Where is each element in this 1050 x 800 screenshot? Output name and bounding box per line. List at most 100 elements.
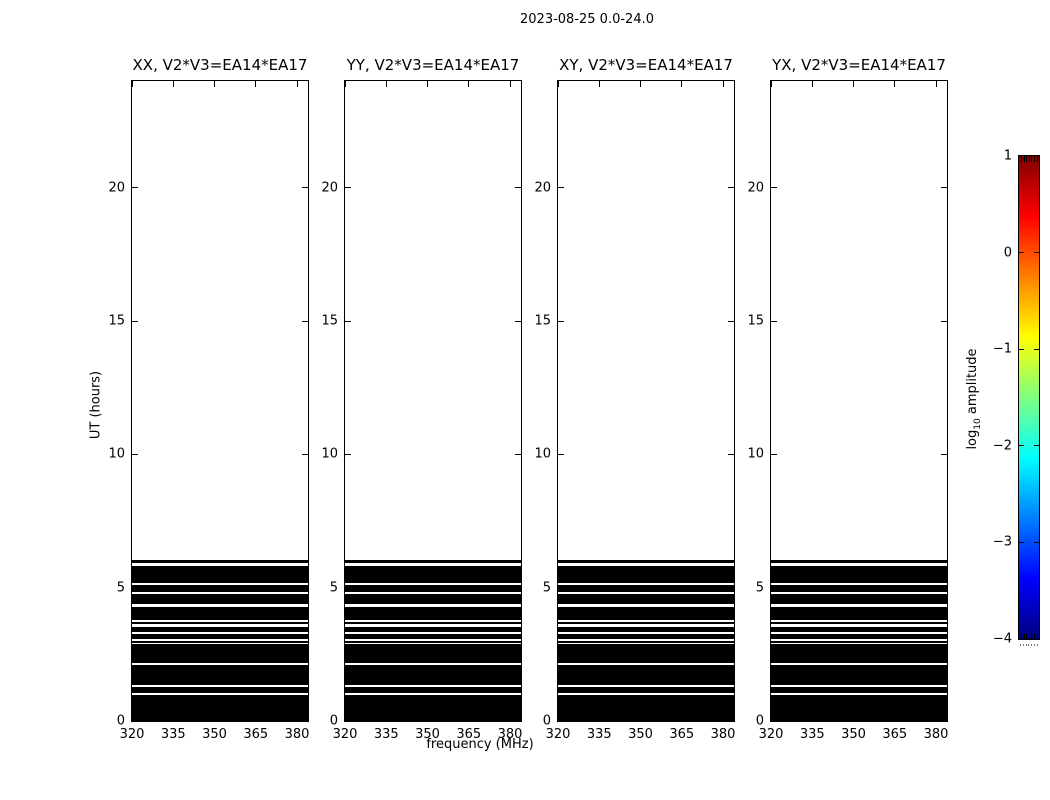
panel-xx: XX, V2*V3=EA14*EA17 0 5 10 15 20 320 335 350 365…: [108, 56, 309, 741]
x-tick-label: 320: [758, 727, 784, 742]
panel-title-yy: YY, V2*V3=EA14*EA17: [346, 56, 520, 74]
colorbar: 1 0 −1 −2 −3 −4: [993, 150, 1040, 646]
data-gap-white: [558, 692, 734, 695]
data-gap-white: [132, 591, 308, 595]
y-tick-mark: [771, 320, 777, 322]
y-tick-mark: [941, 453, 947, 455]
colorbar-label-suffix: amplitude: [965, 348, 981, 419]
colorbar-hatch-top: [1026, 156, 1028, 162]
x-tick-label: 335: [586, 727, 612, 742]
colorbar-hatch-bottom: [1034, 634, 1035, 639]
x-tick-mark: [344, 715, 346, 721]
y-tick-mark: [302, 320, 308, 322]
colorbar-label: log10 amplitude: [965, 348, 983, 449]
data-gap-white: [345, 591, 521, 595]
data-band-top-line: [132, 560, 308, 563]
data-gap-white: [558, 631, 734, 634]
data-gap-white: [132, 662, 308, 665]
x-tick-label: 335: [160, 727, 186, 742]
data-gap-white: [345, 638, 521, 641]
colorbar-tick-mark: [1034, 252, 1039, 254]
x-tick-mark: [681, 81, 683, 87]
data-gap-white: [345, 643, 521, 645]
x-tick-label: 350: [202, 727, 227, 742]
x-tick-mark: [722, 715, 724, 721]
data-gap-white: [558, 643, 734, 645]
x-tick-label: 365: [456, 727, 482, 742]
y-tick-label: 5: [542, 580, 551, 596]
y-tick-mark: [771, 187, 777, 189]
colorbar-hatch-below: [1022, 644, 1024, 646]
y-tick-mark: [728, 453, 734, 455]
y-tick-label: 15: [747, 313, 764, 329]
colorbar-tick-label: 0: [1003, 245, 1012, 261]
x-tick-mark: [722, 81, 724, 87]
x-tick-mark: [385, 715, 387, 721]
data-gap-white: [345, 604, 521, 607]
colorbar-tick-mark: [1034, 348, 1039, 350]
x-tick-mark: [640, 715, 641, 721]
x-tick-mark: [131, 715, 133, 721]
x-tick-label: 380: [284, 727, 310, 742]
data-gap-white: [558, 685, 734, 688]
x-tick-label: 380: [923, 727, 949, 742]
data-gap-white: [771, 582, 947, 585]
y-tick-label: 0: [329, 713, 338, 729]
x-tick-mark: [557, 81, 559, 87]
x-tick-label: 350: [841, 727, 866, 742]
data-gap-white: [558, 619, 734, 622]
y-tick-mark: [345, 187, 351, 189]
x-tick-mark: [509, 81, 511, 87]
colorbar-tick-mark: [1034, 541, 1039, 543]
data-band-top-line: [345, 560, 521, 563]
x-tick-label: 350: [415, 727, 440, 742]
colorbar-hatch-top: [1023, 156, 1025, 162]
colorbar-label-prefix: log: [965, 429, 981, 450]
data-gap-white: [771, 623, 947, 627]
data-gap-white: [771, 638, 947, 641]
data-gap-white: [132, 619, 308, 622]
colorbar-tick-mark: [1034, 445, 1039, 447]
y-tick-mark: [941, 587, 947, 589]
data-gap-white: [345, 662, 521, 665]
x-tick-mark: [640, 81, 641, 87]
y-tick-mark: [345, 587, 351, 589]
data-gap-white: [132, 604, 308, 607]
colorbar-hatch-top: [1028, 156, 1030, 162]
colorbar-hatch-below: [1020, 644, 1021, 646]
y-tick-label: 5: [755, 580, 764, 596]
data-gap-white: [558, 638, 734, 641]
x-tick-mark: [214, 81, 215, 87]
colorbar-hatch-below: [1025, 644, 1027, 646]
colorbar-tick-label: −3: [992, 534, 1012, 550]
x-tick-mark: [935, 715, 937, 721]
colorbar-hatch-bottom: [1023, 634, 1025, 639]
colorbar-hatch-bottom: [1031, 634, 1033, 639]
data-band-top-line: [771, 560, 947, 563]
y-tick-mark: [515, 320, 521, 322]
x-tick-mark: [427, 81, 428, 87]
x-tick-label: 380: [497, 727, 523, 742]
y-tick-mark: [132, 320, 138, 322]
y-tick-label: 10: [534, 446, 551, 462]
colorbar-label-subscript: 10: [972, 418, 983, 430]
x-tick-label: 335: [799, 727, 825, 742]
data-gap-white: [132, 692, 308, 695]
y-tick-mark: [345, 320, 351, 322]
x-tick-mark: [894, 715, 896, 721]
y-tick-mark: [345, 720, 351, 722]
data-gap-white: [771, 604, 947, 607]
y-tick-mark: [302, 187, 308, 189]
colorbar-tick-label: 1: [1003, 148, 1012, 164]
colorbar-tick-mark: [1019, 445, 1024, 447]
heatmap-yx: 0 5 10 15 20 320 335 350 365 380: [747, 81, 948, 741]
y-tick-mark: [771, 720, 777, 722]
x-tick-label: 350: [628, 727, 653, 742]
y-tick-mark: [515, 187, 521, 189]
x-tick-mark: [255, 81, 257, 87]
colorbar-hatch-top: [1021, 156, 1022, 162]
y-tick-label: 0: [116, 713, 125, 729]
x-tick-label: 380: [710, 727, 736, 742]
y-tick-mark: [132, 453, 138, 455]
